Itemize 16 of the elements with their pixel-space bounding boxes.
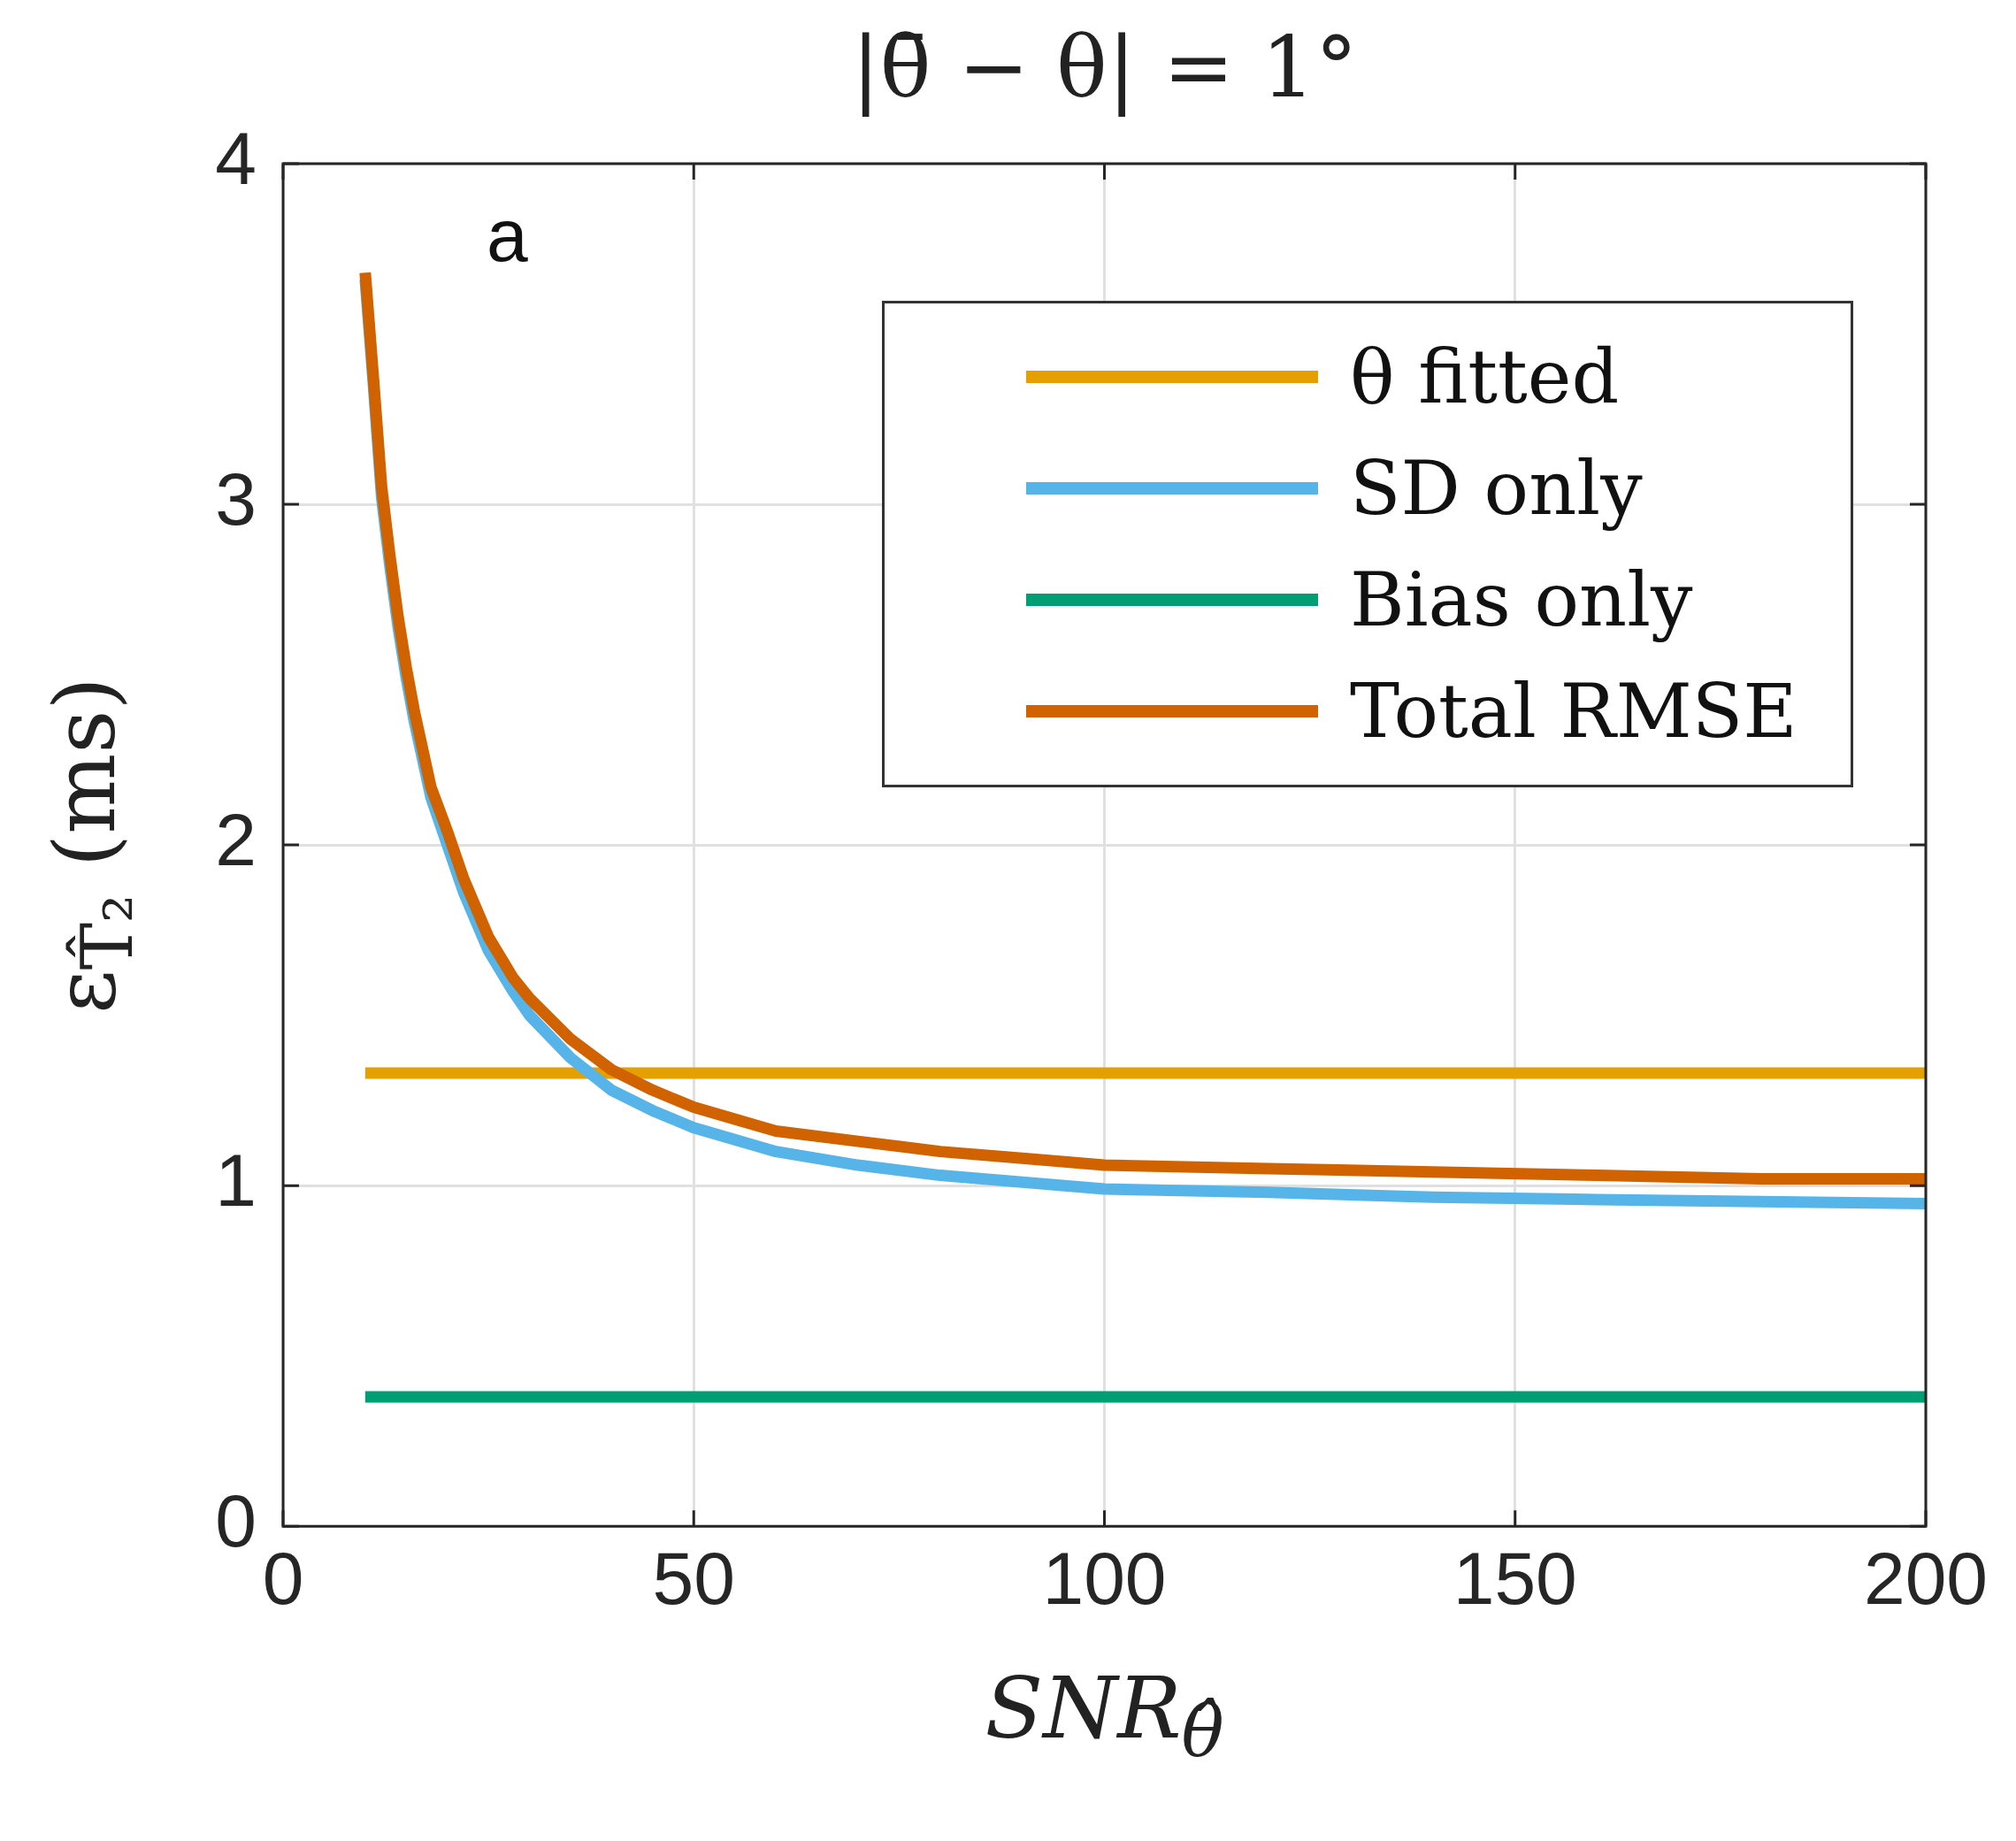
y-tick-label: 2 xyxy=(215,798,257,882)
y-tick-label: 3 xyxy=(215,457,257,541)
legend-label: Bias only xyxy=(1350,556,1693,643)
x-tick-label: 50 xyxy=(652,1536,735,1620)
legend-label: Total RMSE xyxy=(1350,668,1798,755)
chart-title: |θ̄ − θ| = 1° xyxy=(851,18,1358,117)
y-tick-label: 4 xyxy=(215,117,257,201)
y-tick-label: 0 xyxy=(215,1479,257,1563)
x-tick-label: 150 xyxy=(1453,1536,1577,1620)
legend-label: θ fitted xyxy=(1350,334,1620,420)
x-tick-label: 100 xyxy=(1042,1536,1167,1620)
legend-label: SD only xyxy=(1350,445,1643,532)
x-axis-title: SNR$_{θ̂}$ xyxy=(985,1659,1224,1773)
x-tick-label: 200 xyxy=(1863,1536,1989,1620)
annotation: a xyxy=(487,194,528,278)
y-tick-label: 1 xyxy=(215,1139,257,1223)
